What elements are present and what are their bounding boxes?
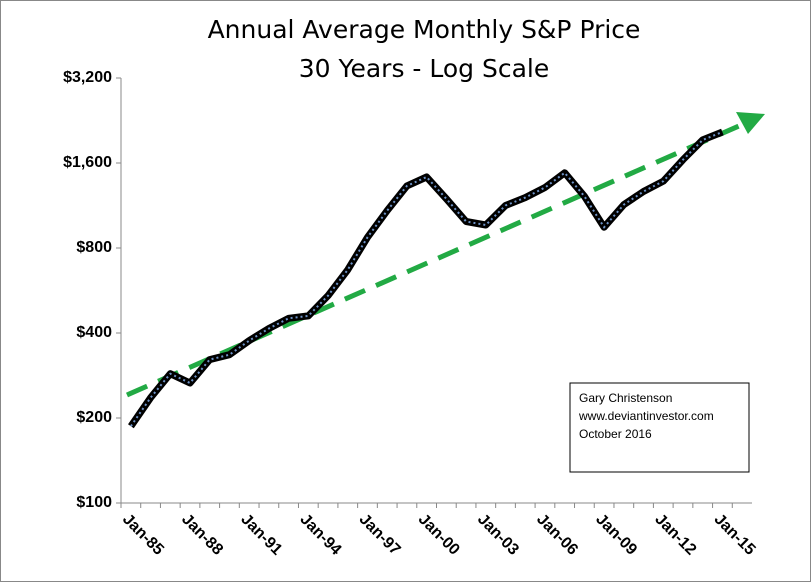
plot: [128, 128, 724, 429]
y-tick-label: $400: [76, 324, 112, 341]
y-tick-label: $800: [76, 239, 112, 256]
annotation-line: www.deviantinvestor.com: [578, 409, 714, 423]
trend-line: [125, 119, 750, 398]
y-tick-label: $100: [76, 494, 112, 511]
annotation-line: October 2016: [579, 427, 652, 441]
y-tick-label: $200: [76, 409, 112, 426]
y-tick-label: $1,600: [63, 154, 112, 171]
trend-arrowhead: [736, 112, 765, 134]
y-tick-label: $3,200: [63, 69, 112, 86]
annotation-box: [569, 382, 750, 473]
annotation-line: Gary Christenson: [579, 391, 672, 405]
trend-arrow: [125, 112, 765, 398]
chart-title: Annual Average Monthly S&P Price: [208, 15, 641, 44]
data-line-highlight: [130, 131, 723, 427]
chart-subtitle: 30 Years - Log Scale: [299, 54, 550, 83]
